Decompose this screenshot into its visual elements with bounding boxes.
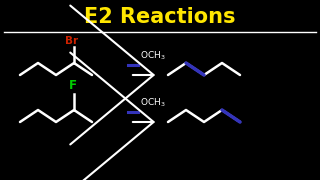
Text: Br: Br — [65, 36, 79, 46]
Text: $\mathregular{OCH_3}$: $\mathregular{OCH_3}$ — [140, 96, 166, 109]
Text: E2 Reactions: E2 Reactions — [84, 7, 236, 27]
Text: $\mathregular{OCH_3}$: $\mathregular{OCH_3}$ — [140, 50, 166, 62]
Text: F: F — [69, 79, 77, 92]
